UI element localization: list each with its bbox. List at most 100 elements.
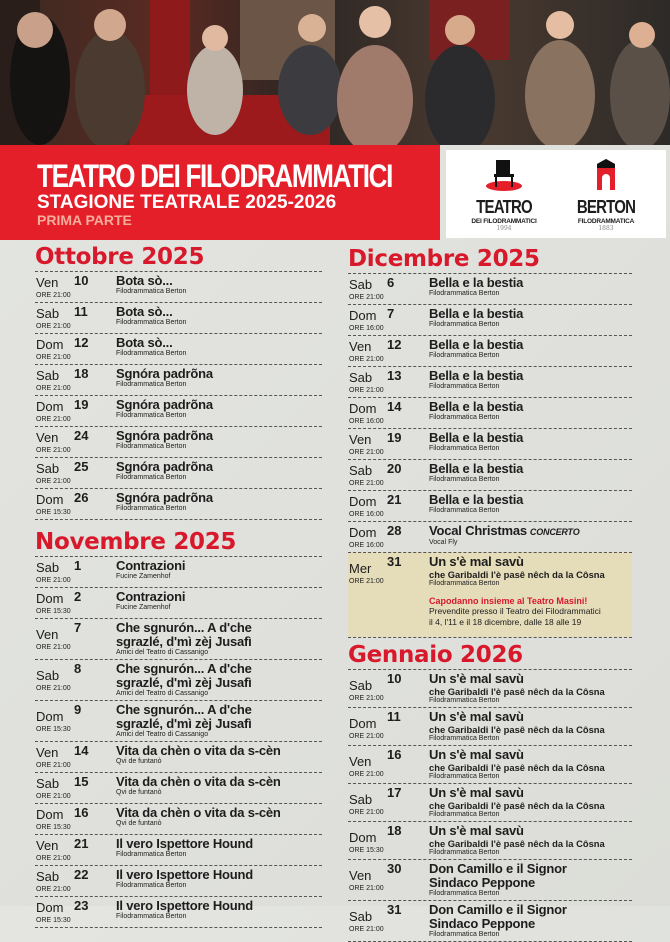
day-name: Sab [36, 461, 60, 476]
event-info: Bota sò... Filodrammatica Berton [116, 274, 322, 300]
show-time: ORE 21:00 [349, 449, 384, 456]
event-row: Sab 17 ORE 21:00 Un s'è mal savù che Garibal… [348, 783, 632, 821]
day-number: 7 [74, 620, 82, 635]
day-name: Dom [349, 716, 377, 731]
company-name: Filodrammatica Berton [116, 851, 187, 858]
event-row: Ven 30 ORE 21:00 Don Camillo e il Signor Si… [348, 859, 632, 900]
company-name: Filodrammatica Berton [429, 735, 500, 742]
show-time: ORE 21:00 [349, 356, 384, 363]
event-info: Un s'è mal savù che Garibaldi l'è pasê nê… [429, 748, 632, 781]
event-row: Dom 2 ORE 15:30 Contrazioni Fucine Zamenhof [35, 587, 322, 618]
company-name: Filodrammatica Berton [429, 773, 500, 780]
day-name: Sab [349, 909, 373, 924]
day-number: 9 [74, 702, 82, 717]
month-heading: Gennaio 2026 [348, 642, 523, 668]
event-title: Un s'è mal savù [429, 672, 632, 686]
event-info: Contrazioni Fucine Zamenhof [116, 559, 322, 585]
chair-icon [486, 160, 522, 191]
event-row: Ven 7 ORE 21:00 Che sgnurón... A d'che sgra… [35, 618, 322, 659]
day-number: 25 [74, 459, 89, 474]
event-row: Dom 23 ORE 15:30 Il vero Ispettore Hound Fil… [35, 896, 322, 927]
day-name: Ven [349, 868, 372, 883]
event-date: Ven 19 ORE 21:00 [349, 431, 429, 457]
day-number: 23 [74, 898, 89, 913]
event-date: Dom 12 ORE 21:00 [36, 336, 116, 362]
event-info: Un s'è mal savù che Garibaldi l'è pasê nê… [429, 786, 632, 819]
day-number: 11 [74, 304, 88, 319]
event-title: Bota sò... [116, 274, 322, 288]
event-date: Ven 21 ORE 21:00 [36, 837, 116, 863]
day-name: Dom [349, 308, 377, 323]
event-list: Sab 1 ORE 21:00 Contrazioni Fucine Zamenhof D… [35, 556, 322, 928]
event-info: Bota sò... Filodrammatica Berton [116, 305, 322, 331]
company-name: Filodrammatica Berton [429, 890, 500, 897]
month-heading: Dicembre 2025 [348, 246, 540, 272]
event-title-text: Un s'è mal savù [429, 747, 524, 762]
event-date: Dom 23 ORE 15:30 [36, 899, 116, 925]
day-number: 2 [74, 589, 82, 604]
logo-berton: BERTON FILODRAMMATICA 1883 [556, 158, 656, 232]
event-title-text: Contrazioni [116, 558, 186, 573]
event-title-text: Bella e la bestia [429, 306, 524, 321]
event-date: Sab 8 ORE 21:00 [36, 662, 116, 698]
left-column: Ottobre 2025 Ven 10 ORE 21:00 Bota sò... Filo… [35, 243, 322, 928]
event-title-text: Vita da chèn o vita da s-cèn [116, 743, 281, 758]
event-info: Don Camillo e il Signor Sindaco Peppone F… [429, 862, 632, 898]
event-date: Ven 24 ORE 21:00 [36, 429, 116, 455]
event-title-text: Sgnóra padrõna [116, 428, 213, 443]
company-name: Fucine Zamenhof [116, 573, 171, 580]
show-time: ORE 15:30 [349, 847, 384, 854]
month-section: Gennaio 2026 Sab 10 ORE 21:00 Un s'è mal sav… [348, 641, 632, 942]
event-date: Dom 11 ORE 21:00 [349, 710, 429, 743]
day-number: 6 [387, 275, 395, 290]
day-number: 12 [387, 337, 402, 352]
event-title: Bella e la bestia [429, 400, 632, 414]
event-info: Sgnóra padrõna Filodrammatica Berton [116, 460, 322, 486]
event-date: Ven 16 ORE 21:00 [349, 748, 429, 781]
event-row: Dom 18 ORE 15:30 Un s'è mal savù che Garibal… [348, 821, 632, 859]
event-info: Che sgnurón... A d'che sgrazlé, d'mì zèj… [116, 703, 322, 739]
promo-title: Capodanno insieme al Teatro Masini! [429, 596, 588, 606]
show-time: ORE 21:00 [349, 885, 384, 892]
day-number: 10 [387, 671, 402, 686]
event-info: Il vero Ispettore Hound Filodrammatica Be… [116, 899, 322, 925]
show-time: ORE 21:00 [36, 385, 71, 392]
day-name: Dom [36, 709, 64, 724]
show-time: ORE 21:00 [349, 771, 384, 778]
event-date: Ven 10 ORE 21:00 [36, 274, 116, 300]
event-date: Ven 14 ORE 21:00 [36, 744, 116, 770]
company-name: Filodrammatica Berton [429, 352, 500, 359]
event-row: Sab 8 ORE 21:00 Che sgnurón... A d'che sgra… [35, 659, 322, 700]
event-title: Bota sò... [116, 305, 322, 319]
day-number: 10 [74, 273, 89, 288]
event-row: Dom 7 ORE 16:00 Bella e la bestia Filodramma… [348, 304, 632, 335]
event-title-text: Che sgnurón... A d'che sgrazlé, d'mì zèj… [116, 661, 252, 690]
event-title: Che sgnurón... A d'che sgrazlé, d'mì zèj… [116, 703, 281, 731]
event-title: Vita da chèn o vita da s-cèn [116, 744, 322, 758]
event-row: Ven 19 ORE 21:00 Bella e la bestia Filodramm… [348, 428, 632, 459]
event-row: Dom 21 ORE 16:00 Bella e la bestia Filodramm… [348, 490, 632, 521]
day-number: 17 [387, 785, 402, 800]
event-info: Un s'è mal savù che Garibaldi l'è pasê nê… [429, 710, 632, 743]
event-date: Dom 16 ORE 15:30 [36, 806, 116, 832]
show-time: ORE 21:00 [36, 855, 71, 862]
event-date: Sab 18 ORE 21:00 [36, 367, 116, 393]
tower-icon [597, 159, 615, 190]
show-time: ORE 15:30 [36, 824, 71, 831]
event-title-text: Un s'è mal savù [429, 823, 524, 838]
right-column: Dicembre 2025 Sab 6 ORE 21:00 Bella e la bes… [348, 243, 632, 942]
event-row: Sab 15 ORE 21:00 Vita da chèn o vita da s-c… [35, 772, 322, 803]
show-time: ORE 16:00 [349, 418, 384, 425]
show-time: ORE 21:00 [36, 886, 71, 893]
event-title: Bella e la bestia [429, 493, 632, 507]
show-time: ORE 21:00 [349, 578, 384, 585]
event-info: Sgnóra padrõna Filodrammatica Berton [116, 429, 322, 455]
event-row: Sab 20 ORE 21:00 Bella e la bestia Filodramm… [348, 459, 632, 490]
event-info: Vita da chèn o vita da s-cèn Qvi de funta… [116, 775, 322, 801]
event-title-text: Che sgnurón... A d'che sgrazlé, d'mì zèj… [116, 620, 252, 649]
company-name: Filodrammatica Berton [429, 849, 500, 856]
event-title-text: Sgnóra padrõna [116, 397, 213, 412]
day-number: 31 [387, 554, 402, 569]
company-name: Filodrammatica Berton [429, 931, 500, 938]
event-row: Sab 6 ORE 21:00 Bella e la bestia Filodramma… [348, 273, 632, 304]
